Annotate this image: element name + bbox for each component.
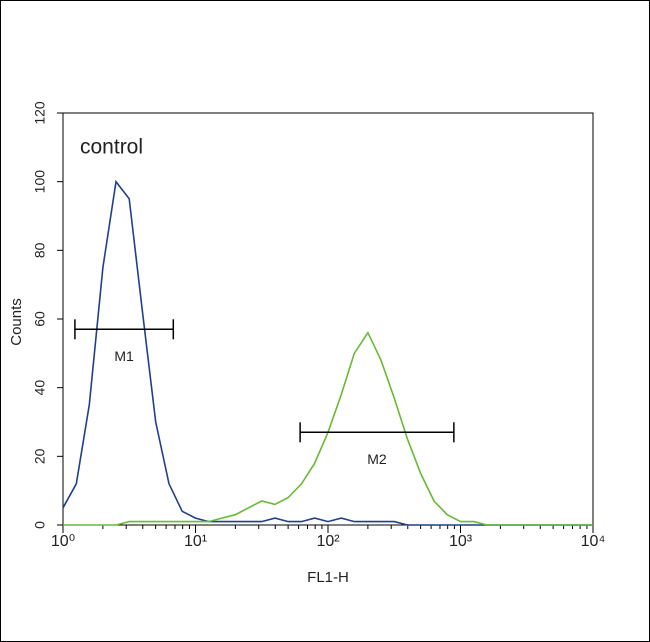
marker-label: M2 — [367, 451, 387, 467]
x-tick-label: 10² — [316, 533, 340, 550]
y-tick-label: 120 — [32, 101, 48, 125]
y-tick-label: 0 — [32, 521, 48, 529]
x-tick-label: 10³ — [449, 533, 473, 550]
y-tick-label: 80 — [32, 242, 48, 258]
y-axis-label: Counts — [8, 298, 25, 346]
marker-label: M1 — [114, 348, 134, 364]
y-tick-label: 100 — [32, 170, 48, 194]
x-tick-label: 10⁴ — [581, 533, 606, 550]
x-tick-label: 10¹ — [184, 533, 207, 550]
y-tick-label: 20 — [32, 448, 48, 464]
x-axis-label: FL1-H — [307, 569, 349, 586]
y-tick-label: 40 — [32, 380, 48, 396]
y-tick-label: 60 — [32, 311, 48, 327]
series-label: control — [80, 136, 143, 159]
x-tick-label: 10⁰ — [51, 533, 75, 550]
